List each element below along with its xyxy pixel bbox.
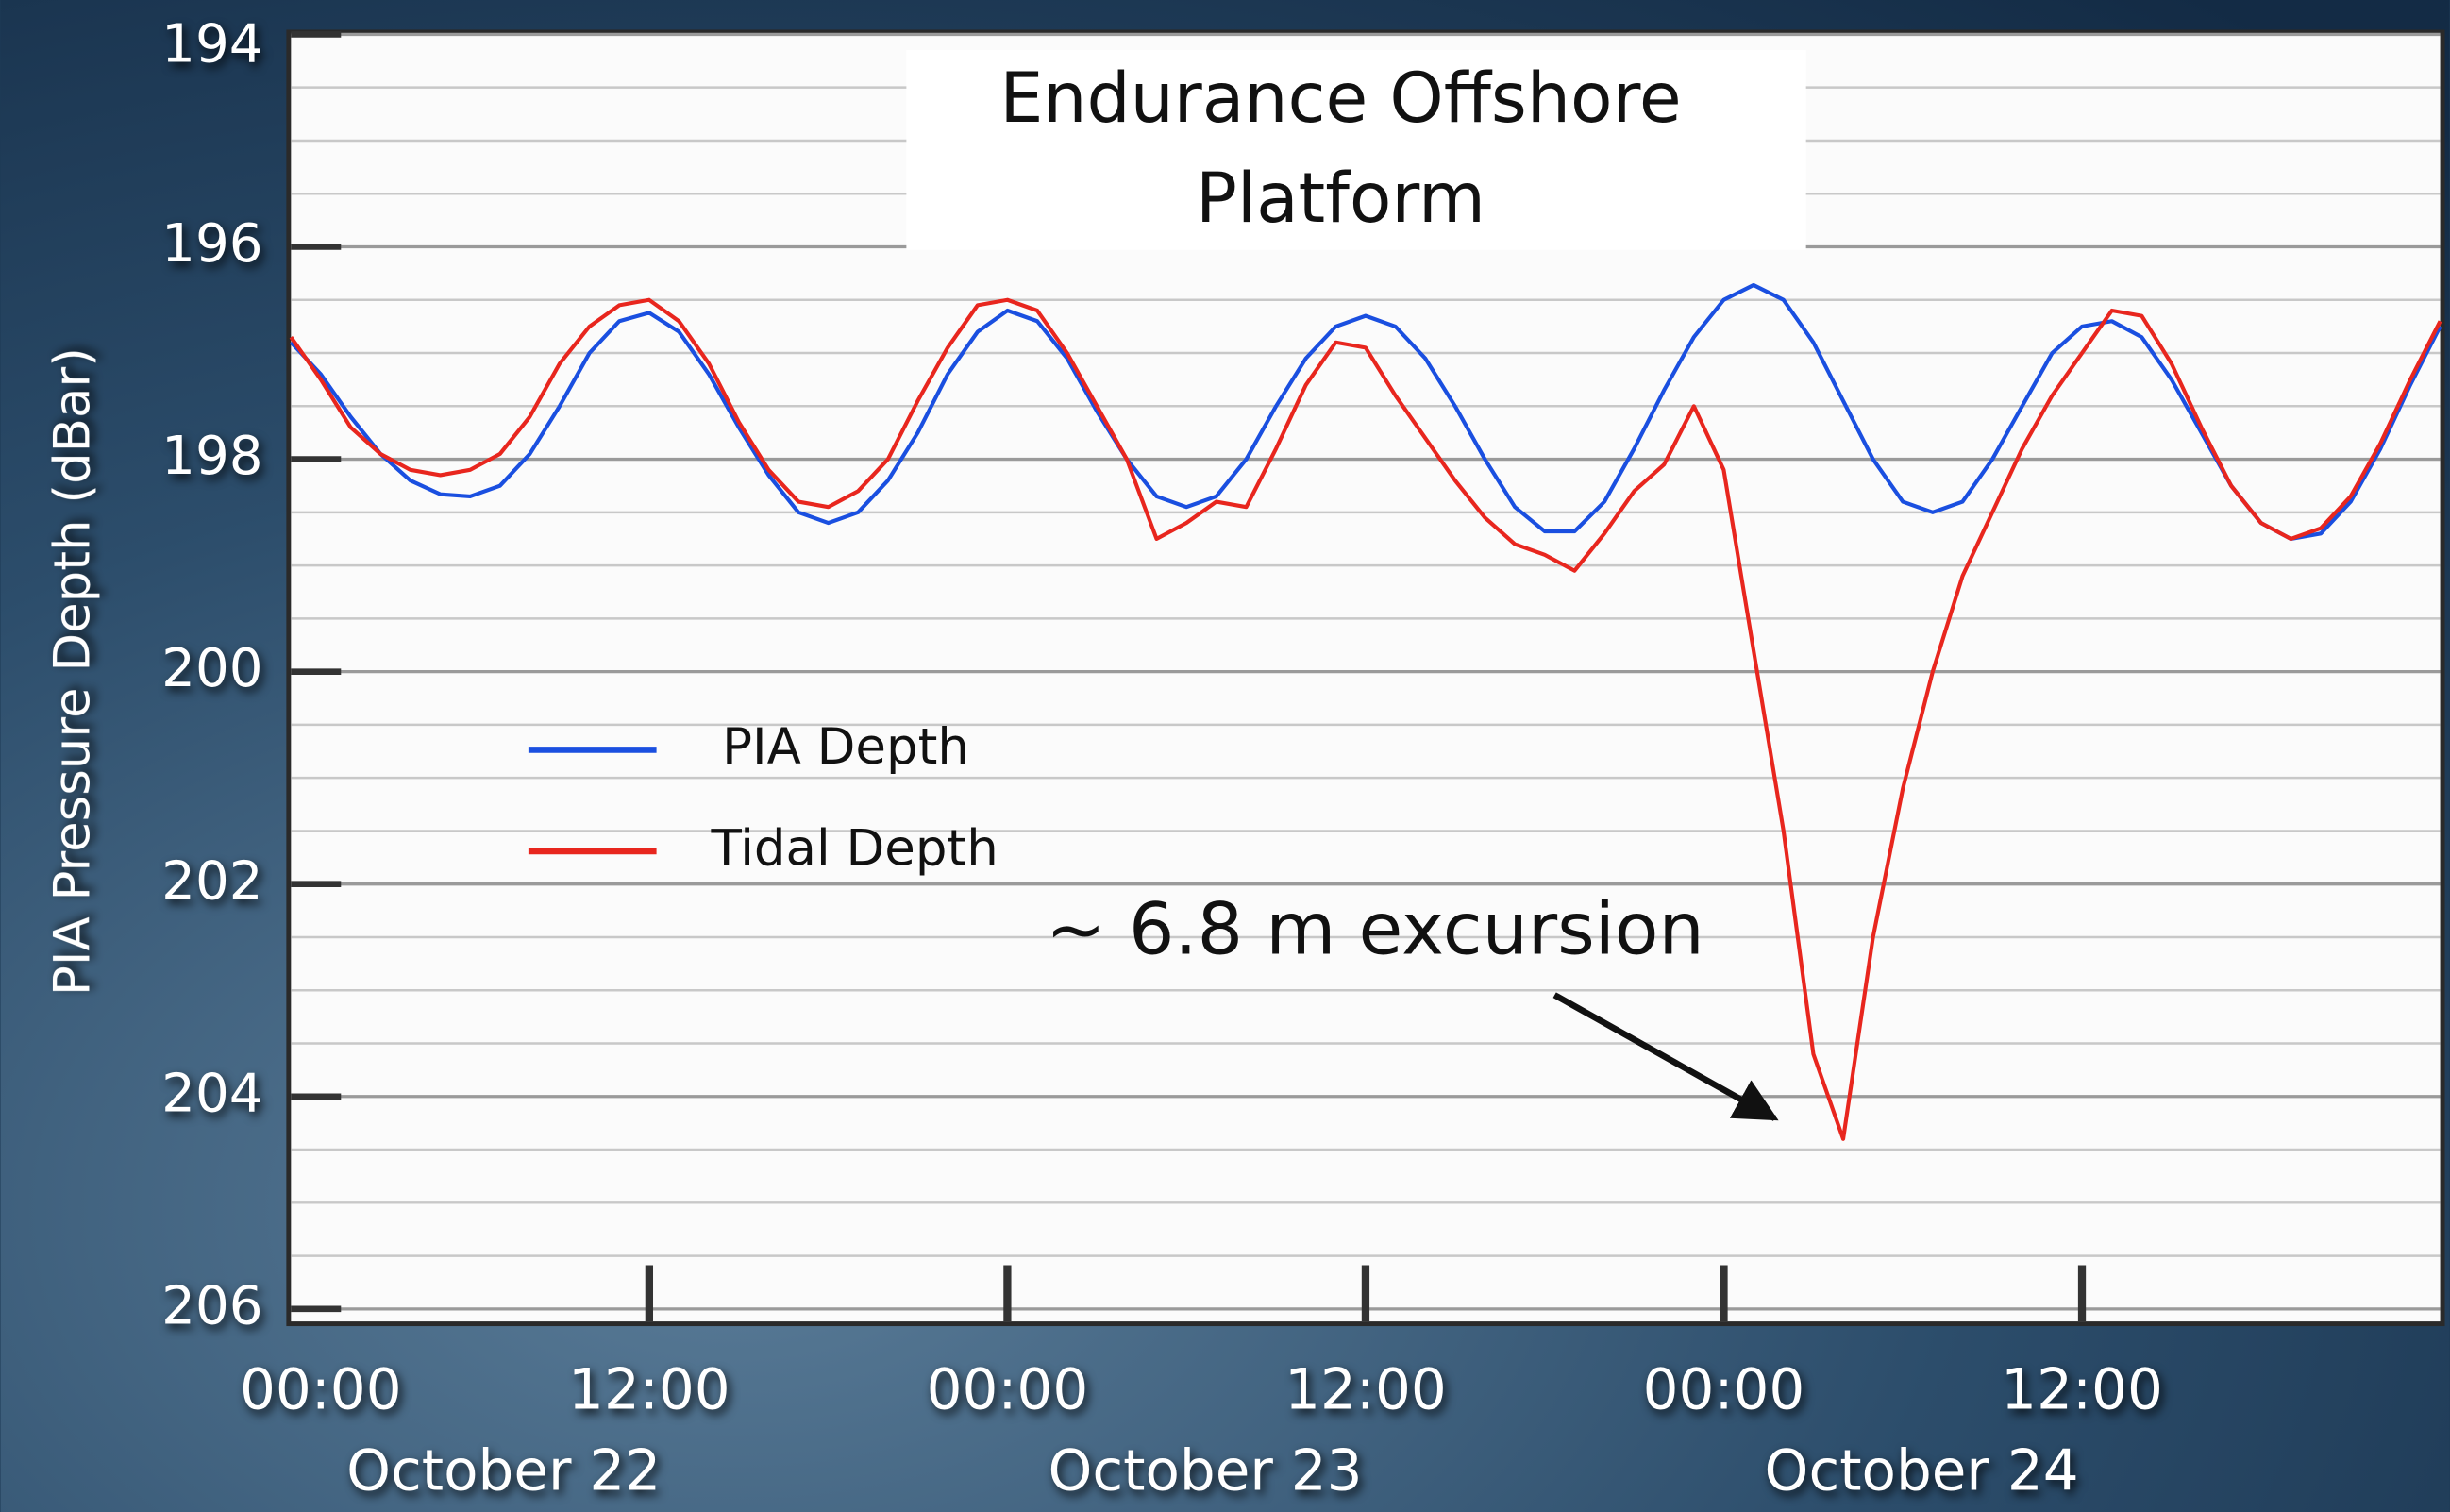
- y-tick-label: 200: [161, 638, 262, 699]
- y-axis-label: PIA Pressure Depth (dBar): [44, 347, 102, 996]
- y-tick-label: 198: [161, 426, 262, 487]
- y-tick-label: 194: [161, 13, 262, 75]
- legend-label: PIA Depth: [722, 718, 969, 776]
- page: {"chart_data": { "type": "line", "title"…: [0, 0, 2450, 1512]
- date-label: October 24: [1765, 1438, 2079, 1504]
- x-tick-label: 12:00: [1284, 1357, 1447, 1422]
- y-tick-label: 206: [161, 1275, 262, 1336]
- annotation: ~ 6.8 m excursion: [1046, 887, 1704, 971]
- y-tick-label: 202: [161, 850, 262, 912]
- chart: Endurance OffshorePlatform ~ 6.8 m excur…: [0, 0, 2450, 1512]
- x-tick-label: 00:00: [240, 1357, 402, 1422]
- y-tick-label: 196: [161, 213, 262, 275]
- x-tick-label: 12:00: [2001, 1357, 2163, 1422]
- y-tick-label: 204: [161, 1063, 262, 1124]
- legend-label: Tidal Depth: [711, 820, 998, 878]
- x-tick-label: 00:00: [927, 1357, 1089, 1422]
- date-label: October 23: [1048, 1438, 1362, 1504]
- x-tick-label: 12:00: [568, 1357, 730, 1422]
- date-label: October 22: [346, 1438, 661, 1504]
- x-tick-label: 00:00: [1643, 1357, 1805, 1422]
